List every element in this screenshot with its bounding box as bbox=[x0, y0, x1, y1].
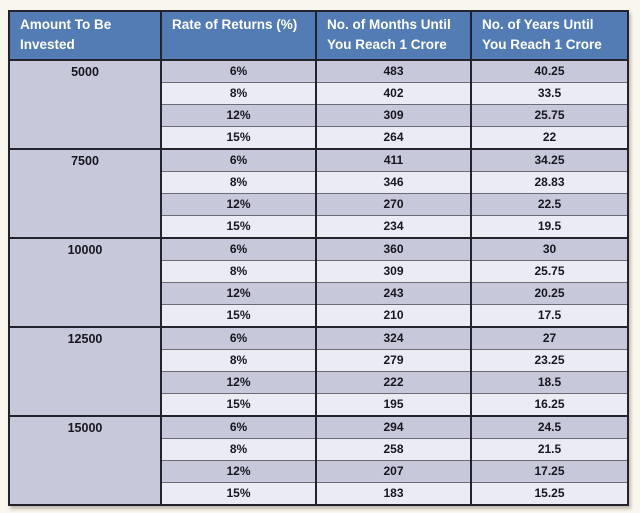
years-cell: 28.83 bbox=[470, 170, 628, 193]
amount-cell: 10000 bbox=[9, 236, 161, 327]
table-row: 15% 210 17.5 bbox=[9, 303, 628, 327]
rate-cell: 6% bbox=[160, 147, 316, 171]
header-months-to-crore: No. of Months Until You Reach 1 Crore bbox=[315, 11, 471, 60]
months-cell: 270 bbox=[315, 192, 471, 215]
rate-cell: 15% bbox=[160, 303, 316, 327]
table-row: 12% 270 22.5 bbox=[9, 192, 628, 215]
table-row: 15% 234 19.5 bbox=[9, 214, 628, 238]
rate-cell: 12% bbox=[160, 459, 316, 482]
months-cell: 411 bbox=[315, 147, 471, 171]
rate-cell: 8% bbox=[160, 170, 316, 193]
rate-cell: 12% bbox=[160, 370, 316, 393]
rate-cell: 15% bbox=[160, 214, 316, 238]
table-row: 8% 346 28.83 bbox=[9, 170, 628, 193]
years-cell: 24.5 bbox=[470, 414, 628, 438]
table-row: 8% 402 33.5 bbox=[9, 81, 628, 104]
rate-cell: 8% bbox=[160, 81, 316, 104]
table-body: 5000 6% 483 40.25 8% 402 33.5 12% 309 25.75 15% 264… bbox=[9, 58, 628, 505]
header-rate-of-returns: Rate of Returns (%) bbox=[160, 11, 316, 60]
years-cell: 21.5 bbox=[470, 437, 628, 460]
table-row: 15% 264 22 bbox=[9, 125, 628, 149]
years-cell: 27 bbox=[470, 325, 628, 349]
table-row: 15% 195 16.25 bbox=[9, 392, 628, 416]
table-row: 12500 6% 324 27 bbox=[9, 325, 628, 416]
table-row: 8% 279 23.25 bbox=[9, 348, 628, 371]
investment-table: Amount To Be Invested Rate of Returns (%… bbox=[8, 10, 629, 506]
rate-cell: 6% bbox=[160, 236, 316, 260]
table-row: 15000 6% 294 24.5 bbox=[9, 414, 628, 505]
rate-cell: 15% bbox=[160, 125, 316, 149]
header-row: Amount To Be Invested Rate of Returns (%… bbox=[9, 11, 628, 60]
rate-cell: 6% bbox=[160, 325, 316, 349]
months-cell: 483 bbox=[315, 58, 471, 82]
months-cell: 360 bbox=[315, 236, 471, 260]
table-row: 15% 183 15.25 bbox=[9, 481, 628, 505]
years-cell: 30 bbox=[470, 236, 628, 260]
table-row: 8% 258 21.5 bbox=[9, 437, 628, 460]
investment-table-wrapper: Amount To Be Invested Rate of Returns (%… bbox=[8, 10, 629, 506]
months-cell: 222 bbox=[315, 370, 471, 393]
months-cell: 210 bbox=[315, 303, 471, 327]
months-cell: 309 bbox=[315, 259, 471, 282]
years-cell: 16.25 bbox=[470, 392, 628, 416]
years-cell: 20.25 bbox=[470, 281, 628, 304]
months-cell: 294 bbox=[315, 414, 471, 438]
table-row: 8% 309 25.75 bbox=[9, 259, 628, 282]
years-cell: 19.5 bbox=[470, 214, 628, 238]
years-cell: 22 bbox=[470, 125, 628, 149]
table-row: 12% 207 17.25 bbox=[9, 459, 628, 482]
months-cell: 183 bbox=[315, 481, 471, 505]
table-row: 12% 243 20.25 bbox=[9, 281, 628, 304]
table-row: 7500 6% 411 34.25 bbox=[9, 147, 628, 238]
amount-cell: 5000 bbox=[9, 58, 161, 149]
rate-cell: 8% bbox=[160, 437, 316, 460]
months-cell: 264 bbox=[315, 125, 471, 149]
rate-cell: 6% bbox=[160, 414, 316, 438]
amount-cell: 12500 bbox=[9, 325, 161, 416]
rate-cell: 6% bbox=[160, 58, 316, 82]
table-row: 10000 6% 360 30 bbox=[9, 236, 628, 327]
months-cell: 207 bbox=[315, 459, 471, 482]
months-cell: 234 bbox=[315, 214, 471, 238]
years-cell: 23.25 bbox=[470, 348, 628, 371]
months-cell: 195 bbox=[315, 392, 471, 416]
table-row: 12% 309 25.75 bbox=[9, 103, 628, 126]
years-cell: 17.5 bbox=[470, 303, 628, 327]
rate-cell: 12% bbox=[160, 192, 316, 215]
months-cell: 324 bbox=[315, 325, 471, 349]
years-cell: 34.25 bbox=[470, 147, 628, 171]
years-cell: 17.25 bbox=[470, 459, 628, 482]
amount-cell: 15000 bbox=[9, 414, 161, 505]
years-cell: 22.5 bbox=[470, 192, 628, 215]
amount-cell: 7500 bbox=[9, 147, 161, 238]
years-cell: 15.25 bbox=[470, 481, 628, 505]
months-cell: 258 bbox=[315, 437, 471, 460]
rate-cell: 15% bbox=[160, 481, 316, 505]
months-cell: 402 bbox=[315, 81, 471, 104]
years-cell: 40.25 bbox=[470, 58, 628, 82]
months-cell: 309 bbox=[315, 103, 471, 126]
rate-cell: 8% bbox=[160, 348, 316, 371]
years-cell: 18.5 bbox=[470, 370, 628, 393]
months-cell: 279 bbox=[315, 348, 471, 371]
header-years-to-crore: No. of Years Until You Reach 1 Crore bbox=[470, 11, 628, 60]
months-cell: 243 bbox=[315, 281, 471, 304]
rate-cell: 12% bbox=[160, 103, 316, 126]
months-cell: 346 bbox=[315, 170, 471, 193]
years-cell: 25.75 bbox=[470, 103, 628, 126]
rate-cell: 15% bbox=[160, 392, 316, 416]
years-cell: 25.75 bbox=[470, 259, 628, 282]
rate-cell: 12% bbox=[160, 281, 316, 304]
table-row: 5000 6% 483 40.25 bbox=[9, 58, 628, 149]
years-cell: 33.5 bbox=[470, 81, 628, 104]
header-amount-invested: Amount To Be Invested bbox=[9, 11, 161, 60]
table-row: 12% 222 18.5 bbox=[9, 370, 628, 393]
rate-cell: 8% bbox=[160, 259, 316, 282]
